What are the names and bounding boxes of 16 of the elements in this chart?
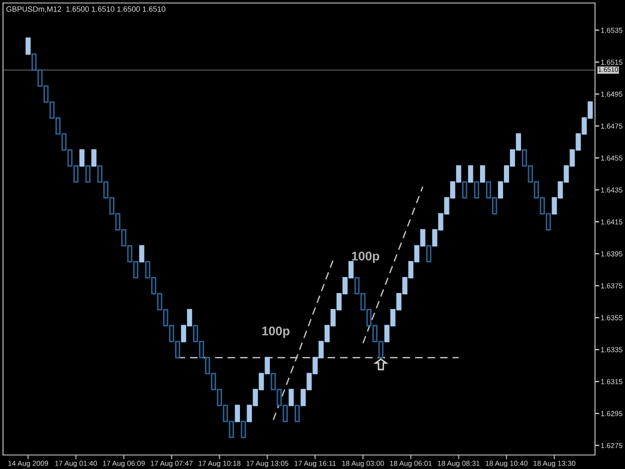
candlestick — [85, 165, 90, 183]
candlestick — [26, 37, 31, 55]
candlestick — [240, 420, 246, 438]
candlestick — [480, 165, 486, 183]
candlestick — [139, 245, 144, 262]
candlestick — [234, 404, 240, 422]
candlestick — [426, 245, 432, 262]
annotation: 100p — [262, 326, 290, 338]
candlestick — [468, 165, 474, 183]
candlestick — [288, 388, 294, 406]
candlestick — [294, 404, 300, 422]
annotation: 100p — [352, 252, 380, 263]
candlestick — [91, 149, 96, 167]
candlestick — [474, 181, 480, 199]
candlestick — [462, 181, 468, 199]
candlestick — [79, 149, 84, 167]
